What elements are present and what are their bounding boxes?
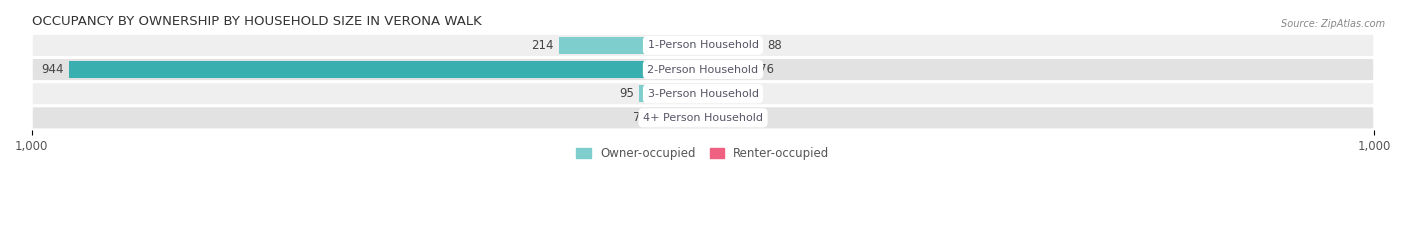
FancyBboxPatch shape — [32, 82, 1374, 105]
Text: 4+ Person Household: 4+ Person Household — [643, 113, 763, 123]
Legend: Owner-occupied, Renter-occupied: Owner-occupied, Renter-occupied — [572, 142, 834, 164]
Text: OCCUPANCY BY OWNERSHIP BY HOUSEHOLD SIZE IN VERONA WALK: OCCUPANCY BY OWNERSHIP BY HOUSEHOLD SIZE… — [32, 15, 481, 28]
Text: 2-Person Household: 2-Person Household — [647, 65, 759, 75]
Text: 74: 74 — [633, 111, 648, 124]
Text: 0: 0 — [728, 111, 735, 124]
FancyBboxPatch shape — [32, 106, 1374, 129]
Bar — [560, 37, 703, 54]
Text: 76: 76 — [759, 63, 775, 76]
Bar — [69, 61, 703, 78]
FancyBboxPatch shape — [32, 34, 1374, 57]
Text: 1-Person Household: 1-Person Household — [648, 40, 758, 50]
Text: 0: 0 — [728, 87, 735, 100]
Bar — [654, 109, 703, 127]
Bar — [703, 109, 723, 127]
Text: 214: 214 — [531, 39, 554, 52]
Bar — [703, 61, 754, 78]
Bar — [640, 85, 703, 102]
Text: 3-Person Household: 3-Person Household — [648, 89, 758, 99]
Bar — [703, 37, 762, 54]
Text: 95: 95 — [619, 87, 634, 100]
Bar — [703, 85, 723, 102]
FancyBboxPatch shape — [32, 58, 1374, 81]
Text: 944: 944 — [41, 63, 63, 76]
Text: Source: ZipAtlas.com: Source: ZipAtlas.com — [1281, 19, 1385, 29]
Text: 88: 88 — [768, 39, 782, 52]
